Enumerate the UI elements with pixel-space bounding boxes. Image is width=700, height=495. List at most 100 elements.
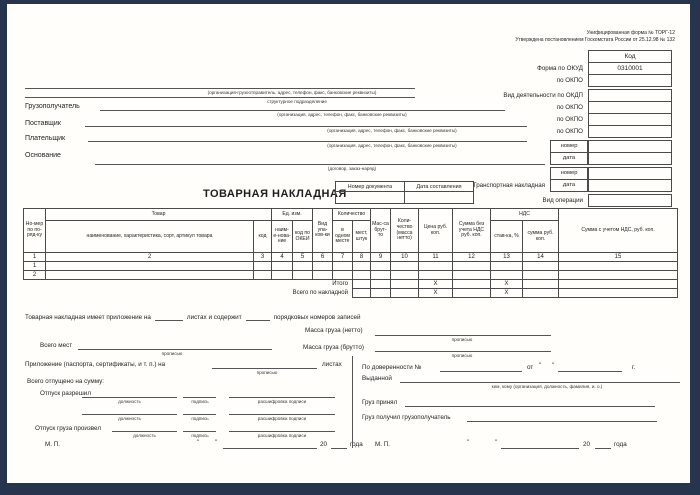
transport-waybill-label: Транспортная накладная [472, 182, 545, 189]
gross-mass-caption: прописью [451, 353, 473, 358]
col-sum-novat-header: Сумма без учета НДС руб. коп. [452, 208, 492, 253]
grand-total-label: Всего по накладной [292, 289, 348, 296]
row-2-number: 2 [23, 270, 46, 280]
decode-caption: расшифровка подписи [257, 433, 307, 438]
doc-date-header: Дата составления [404, 181, 474, 192]
attorney-label: По доверенности № [362, 364, 422, 371]
quote-mark: " [495, 439, 498, 446]
col-unit-header: Ед. изм. [271, 208, 313, 221]
total-places-label: Всего мест [40, 342, 73, 349]
accountant-signature-line [183, 414, 216, 415]
right-year-line [595, 448, 611, 449]
left-year-line [331, 448, 347, 449]
code-row-okpo-payer: по ОКПО [340, 125, 672, 138]
quote-mark: " [552, 362, 555, 369]
code-row-operation: Вид операции [340, 194, 672, 207]
waybill-date-cell [588, 179, 672, 192]
total-places-caption: прописью [161, 351, 183, 356]
attachment-sheets-label: листах [322, 361, 342, 368]
approval-note: Утверждена постановлением Госкомстата Ро… [515, 37, 675, 43]
position-caption: должность [133, 433, 156, 438]
appendix-pre: Товарная накладная имеет приложение на [25, 314, 151, 321]
release-allowed-position-line [82, 397, 177, 398]
column-numbers-row: 1 2 3 4 5 6 7 8 9 10 11 12 13 14 15 [23, 252, 679, 262]
unified-form-note: Унифицированная форма № ТОРГ-12 [586, 30, 675, 36]
basis-date-label: дата [550, 152, 588, 165]
row-1-number: 1 [23, 261, 46, 271]
net-mass-line [375, 335, 551, 336]
attachment-caption: прописью [256, 370, 278, 375]
col-unitname-header: наим-е-нова-ние [271, 220, 293, 253]
col-okei-header: код по ОКЕИ [292, 220, 313, 253]
attachment-line [212, 368, 317, 369]
net-mass-label: Масса груза (нетто) [305, 327, 363, 334]
appendix-mid: листах и содержит [186, 314, 242, 321]
col-vatrate-header: став-ка, % [490, 220, 524, 253]
form-sheet: Унифицированная форма № ТОРГ-12 Утвержде… [7, 4, 690, 483]
release-made-decode-line [229, 431, 335, 432]
total-price-x: X [418, 288, 454, 298]
right-year-word: года [614, 441, 627, 448]
position-caption: должность [118, 399, 141, 404]
col-name-header: наименование, характеристика, сорт, арти… [45, 220, 254, 253]
left-year-20: 20 [320, 441, 328, 448]
operation-type-label: Вид операции [542, 197, 584, 204]
quote-mark: " [467, 439, 470, 446]
okdp-label: Вид деятельности по ОКДП [503, 92, 583, 99]
quote-mark: " [197, 439, 200, 446]
col-inplace-header: в одном месте [332, 220, 353, 253]
goods-table: Но-мер по по-ряд-ку Товар Ед. изм. Вид у… [23, 208, 679, 298]
release-made-position-line [112, 431, 177, 432]
col-vat-header: НДС [490, 208, 560, 221]
decode-caption: расшифровка подписи [257, 399, 307, 404]
goods-row-2: 2 [23, 270, 679, 280]
payer-label: Плательщик [25, 135, 66, 142]
col-package-header: Вид упа-ков-ки [312, 208, 333, 253]
doc-number-cell [335, 191, 405, 204]
cargo-accepted-label: Груз принял [362, 399, 398, 406]
left-date-line [223, 448, 317, 449]
records-blank [245, 315, 270, 321]
unit-line [25, 97, 415, 98]
code-row-basis-date: дата [340, 152, 672, 165]
col-net-header: Коли-чество (масса нетто) [390, 208, 420, 253]
okud-label: Форма по ОКУД [537, 65, 583, 72]
right-date-line [501, 448, 579, 449]
subtotal-row: Итого X X [24, 279, 679, 289]
page-title: ТОВАРНАЯ НАКЛАДНАЯ [203, 188, 347, 200]
supplier-caption: (организация, адрес, телефон, факс, банк… [327, 128, 457, 133]
payer-line [88, 141, 527, 142]
okpo-payer-cell [588, 125, 672, 138]
signature-caption: подпись [191, 433, 209, 438]
release-made-signature-line [183, 431, 216, 432]
code-row-waybill-date: Транспортная накладная дата [340, 179, 672, 192]
release-allowed-signature-line [183, 397, 216, 398]
operation-type-cell [588, 194, 672, 207]
shipper-line [25, 88, 415, 89]
consignee-caption: (организация, адрес, телефон, факс, банк… [277, 112, 407, 117]
basis-date-cell [588, 152, 672, 165]
okpo-shipper-label: по ОКПО [556, 77, 583, 84]
net-mass-caption: прописью [451, 337, 473, 342]
goods-row-1: 1 [23, 261, 679, 271]
attachment-label: Приложение (паспорта, сертификаты, и т. … [25, 361, 166, 368]
issued-line [400, 382, 680, 383]
accountant-position-line [82, 414, 177, 415]
cargo-received-line [467, 421, 657, 422]
supplier-line [85, 126, 527, 127]
signature-caption: подпись [191, 399, 209, 404]
supplier-label: Поставщик [25, 120, 61, 127]
gross-mass-line [375, 351, 551, 352]
quote-mark: " [215, 439, 218, 446]
itogo-price-x: X [418, 279, 454, 289]
waybill-date-label: дата [550, 179, 588, 192]
quote-mark: " [539, 362, 542, 369]
col-rownum-header: Но-мер по по-ряд-ку [23, 208, 46, 253]
issued-caption: кем, кому (организация, должность, фамил… [491, 384, 603, 389]
doc-number-table: Номер документа Дата составления [335, 181, 474, 204]
appendix-post: порядковых номеров записей [273, 314, 361, 321]
cargo-accepted-line [405, 406, 655, 407]
total-rate-x: X [490, 288, 524, 298]
consignee-label: Грузополучатель [25, 103, 80, 110]
position-caption: должность [118, 416, 141, 421]
